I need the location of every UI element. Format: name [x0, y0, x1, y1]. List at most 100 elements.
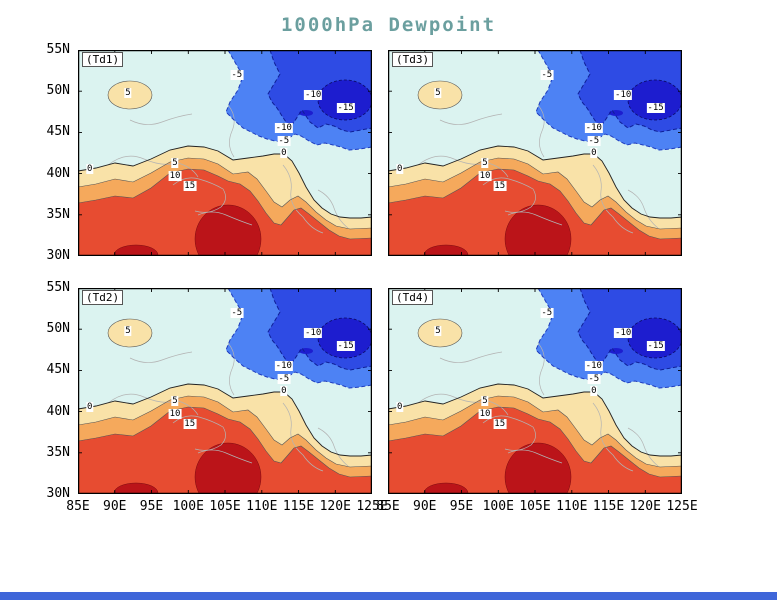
- x-tick-label: 125E: [356, 499, 388, 514]
- contour-label: 5: [124, 88, 132, 99]
- panel-frame: [78, 50, 372, 256]
- x-tick-label: 90E: [103, 499, 127, 514]
- chart-title: 1000hPa Dewpoint: [280, 14, 497, 36]
- panel-label: (Td1): [82, 52, 124, 67]
- x-tick-label: 90E: [413, 499, 437, 514]
- contour-label: -10: [614, 90, 633, 101]
- y-tick-label: 50N: [46, 83, 70, 99]
- x-tick-label: 105E: [209, 499, 241, 514]
- panel-td3: (Td3) 5 -5 -10 -15 -10 -5 0 0 5 10 15: [388, 50, 682, 256]
- y-tick-label: 30N: [46, 248, 70, 263]
- contour-label: -5: [540, 69, 554, 80]
- map-boundaries: [107, 342, 349, 472]
- y-axis-labels-row2: 55N 50N 45N 40N 35N 30N: [34, 280, 74, 501]
- contour-label: -10: [304, 328, 323, 339]
- contour-label: 0: [396, 164, 404, 175]
- panel-label: (Td3): [392, 52, 434, 67]
- fill-bands: [388, 288, 682, 494]
- contour-label: 5: [481, 396, 489, 407]
- x-tick-label: 120E: [319, 499, 351, 514]
- contour-label: -10: [584, 361, 603, 372]
- contour-label: 10: [168, 408, 182, 419]
- y-tick-label: 35N: [46, 206, 70, 222]
- x-axis-labels-right: 85E 90E 95E 100E 105E 110E 115E 120E 125E: [376, 499, 697, 517]
- x-tick-label: 85E: [376, 499, 400, 514]
- x-tick-label: 115E: [282, 499, 315, 514]
- contour-label: 15: [183, 418, 197, 429]
- fill-bands: [78, 50, 372, 256]
- fill-bands: [78, 288, 372, 494]
- contour-label: 0: [590, 148, 598, 158]
- contour-label: -15: [646, 102, 665, 113]
- contour-label: 5: [481, 158, 489, 169]
- y-tick-label: 45N: [46, 362, 70, 378]
- contour-label: -10: [274, 123, 293, 134]
- x-tick-label: 110E: [246, 499, 278, 514]
- contour-label: -5: [230, 307, 244, 318]
- contour-label: 5: [171, 396, 179, 407]
- x-tick-label: 120E: [629, 499, 661, 514]
- contour-label: 0: [396, 402, 404, 413]
- x-tick-label: 115E: [592, 499, 625, 514]
- contour-label: 0: [590, 386, 598, 396]
- contour-label: 5: [434, 326, 442, 337]
- contour-map: [388, 288, 682, 494]
- x-tick-label: 85E: [66, 499, 90, 514]
- contour-label: -15: [646, 340, 665, 351]
- contour-label: 10: [478, 170, 492, 181]
- x-tick-label: 125E: [666, 499, 698, 514]
- panel-td4: (Td4) 5 -5 -10 -15 -10 -5 0 0 5 10 15: [388, 288, 682, 494]
- contour-label: 0: [280, 386, 288, 396]
- map-boundaries: [107, 104, 349, 234]
- contour-label: -5: [587, 135, 601, 146]
- panel-label: (Td4): [392, 290, 434, 305]
- x-tick-label: 105E: [519, 499, 551, 514]
- contour-label: 5: [171, 158, 179, 169]
- contour-label: 0: [280, 148, 288, 158]
- y-tick-label: 30N: [46, 486, 70, 501]
- x-tick-label: 95E: [449, 499, 474, 514]
- contour-label: -5: [277, 373, 291, 384]
- x-tick-label: 100E: [482, 499, 514, 514]
- contour-map: [78, 50, 372, 256]
- contour-label: -10: [584, 123, 603, 134]
- panel-frame: [388, 50, 682, 256]
- contour-label: 10: [478, 408, 492, 419]
- y-tick-label: 55N: [46, 42, 70, 57]
- fill-bands: [388, 50, 682, 256]
- contour-label: 15: [183, 180, 197, 191]
- panel-label: (Td2): [82, 290, 124, 305]
- y-tick-label: 40N: [46, 165, 70, 181]
- bottom-strip: [0, 592, 777, 600]
- contour-label: -15: [336, 102, 355, 113]
- contour-map: [388, 50, 682, 256]
- x-tick-label: 95E: [139, 499, 164, 514]
- contour-label: 15: [493, 180, 507, 191]
- panel-frame: [388, 288, 682, 494]
- contour-label: 0: [86, 164, 94, 175]
- contour-label: 15: [493, 418, 507, 429]
- x-tick-label: 110E: [556, 499, 588, 514]
- contour-map: [78, 288, 372, 494]
- y-tick-label: 35N: [46, 444, 70, 460]
- panel-frame: [78, 288, 372, 494]
- x-axis-labels-left: 85E 90E 95E 100E 105E 110E 115E 120E 125E: [66, 499, 387, 517]
- contour-label: 5: [124, 326, 132, 337]
- y-tick-label: 45N: [46, 124, 70, 140]
- contour-label: -10: [304, 90, 323, 101]
- contour-label: -5: [540, 307, 554, 318]
- contour-label: -10: [614, 328, 633, 339]
- panel-td1: (Td1) 5 -5 -10 -15 -10 -5 0 0 5 10 15: [78, 50, 372, 256]
- contour-label: -15: [336, 340, 355, 351]
- panel-td2: (Td2) 5 -5 -10 -15 -10 -5 0 0 5 10 15: [78, 288, 372, 494]
- y-tick-label: 50N: [46, 321, 70, 337]
- contour-label: 10: [168, 170, 182, 181]
- map-boundaries: [417, 342, 659, 472]
- y-tick-label: 55N: [46, 280, 70, 295]
- x-tick-label: 100E: [172, 499, 204, 514]
- contour-label: 5: [434, 88, 442, 99]
- map-boundaries: [417, 104, 659, 234]
- y-tick-label: 40N: [46, 403, 70, 419]
- contour-label: 0: [86, 402, 94, 413]
